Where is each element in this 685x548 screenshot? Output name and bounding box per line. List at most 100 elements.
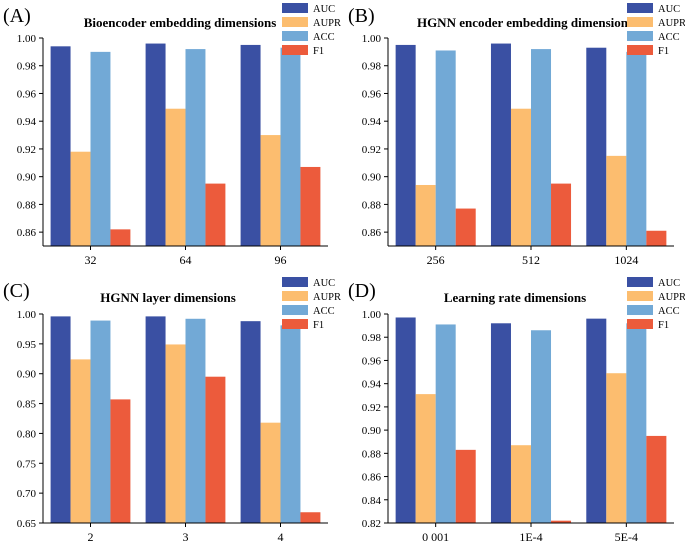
y-tick-label: 1.00 xyxy=(362,33,382,45)
bar-acc-512 xyxy=(531,49,552,247)
bar-acc-1E-4 xyxy=(531,330,552,523)
bar-aupr-64 xyxy=(165,108,186,246)
panel-label: (B) xyxy=(348,5,375,27)
bar-f1-3 xyxy=(205,376,226,523)
bar-aupr-1E-4 xyxy=(510,445,531,523)
legend-swatch-f1 xyxy=(282,319,308,329)
legend-label-auc: AUC xyxy=(658,278,680,289)
x-tick-label: 64 xyxy=(180,253,192,267)
bar-aupr-4 xyxy=(260,422,281,523)
y-tick-label: 0.75 xyxy=(17,458,37,470)
bar-acc-2 xyxy=(90,320,111,523)
y-tick-label: 0.98 xyxy=(362,61,382,73)
bar-f1-5E-4 xyxy=(646,435,667,523)
y-tick-label: 0.88 xyxy=(17,199,37,211)
x-tick-label: 512 xyxy=(522,253,540,267)
chart-title: Bioencoder embedding dimensions xyxy=(84,15,277,30)
legend-label-f1: F1 xyxy=(313,320,324,331)
legend-label-auc: AUC xyxy=(313,4,335,15)
bar-aupr-96 xyxy=(260,135,281,246)
bar-auc-3 xyxy=(145,316,166,523)
y-tick-label: 0.86 xyxy=(362,472,382,484)
legend-swatch-auc xyxy=(627,3,653,13)
y-tick-label: 0.90 xyxy=(362,172,382,184)
bar-f1-1024 xyxy=(646,230,667,246)
bar-auc-1E-4 xyxy=(490,323,511,523)
y-tick-label: 0.94 xyxy=(362,116,382,128)
panel-label: (C) xyxy=(3,280,30,302)
x-tick-label: 32 xyxy=(85,253,97,267)
legend-swatch-acc xyxy=(627,305,653,315)
legend: AUC AUPR ACC F1 xyxy=(627,3,685,57)
bar-aupr-0-001 xyxy=(415,394,436,523)
bar-f1-64 xyxy=(205,183,226,246)
legend-label-aupr: AUPR xyxy=(313,18,341,29)
legend-label-acc: ACC xyxy=(313,306,335,317)
bar-acc-0-001 xyxy=(435,324,456,523)
bar-f1-512 xyxy=(551,183,572,246)
y-tick-label: 0.98 xyxy=(362,332,382,344)
legend: AUC AUPR ACC F1 xyxy=(282,277,341,331)
y-tick-label: 1.00 xyxy=(17,33,37,45)
chart-panel-2: (B) HGNN encoder embedding dimensions 256 5… xyxy=(348,3,685,267)
y-tick-label: 0.88 xyxy=(362,448,382,460)
bar-aupr-3 xyxy=(165,344,186,523)
bar-auc-256 xyxy=(395,44,416,247)
legend-label-aupr: AUPR xyxy=(313,292,341,303)
legend-swatch-acc xyxy=(282,305,308,315)
legend-swatch-acc xyxy=(282,31,308,41)
legend-label-aupr: AUPR xyxy=(658,292,685,303)
legend-swatch-aupr xyxy=(282,17,308,27)
y-tick-label: 0.90 xyxy=(17,172,37,184)
bar-aupr-1024 xyxy=(606,155,627,246)
chart-panel-4: (D) Learning rate dimensions 0 001 1E-4 5E-4… xyxy=(348,277,685,544)
legend-swatch-aupr xyxy=(627,17,653,27)
legend-label-auc: AUC xyxy=(658,4,680,15)
x-tick-label: 1024 xyxy=(614,253,638,267)
y-tick-label: 1.00 xyxy=(362,309,382,321)
bar-f1-96 xyxy=(300,166,321,246)
bar-acc-32 xyxy=(90,51,111,247)
legend-label-f1: F1 xyxy=(313,46,324,57)
bar-acc-3 xyxy=(185,318,206,523)
legend-swatch-f1 xyxy=(627,319,653,329)
y-tick-label: 0.96 xyxy=(362,88,382,100)
y-tick-label: 0.96 xyxy=(17,88,37,100)
legend-swatch-auc xyxy=(627,277,653,287)
bar-f1-4 xyxy=(300,512,321,523)
bar-auc-1024 xyxy=(586,47,607,247)
chart-title: Learning rate dimensions xyxy=(444,290,586,305)
panel-label: (A) xyxy=(3,5,31,27)
x-tick-label: 96 xyxy=(275,253,287,267)
y-tick-label: 0.80 xyxy=(17,428,37,440)
y-tick-label: 1.00 xyxy=(17,309,37,321)
legend-swatch-auc xyxy=(282,277,308,287)
legend-label-f1: F1 xyxy=(658,320,669,331)
legend-swatch-aupr xyxy=(282,291,308,301)
bar-auc-96 xyxy=(240,44,261,247)
bar-auc-2 xyxy=(50,316,71,523)
legend-label-aupr: AUPR xyxy=(658,18,685,29)
bar-f1-32 xyxy=(110,229,131,246)
chart-panel-3: (C) HGNN layer dimensions 2 3 4 0.65 0.70 0.75 0… xyxy=(3,277,341,544)
bar-auc-4 xyxy=(240,321,261,523)
bar-aupr-2 xyxy=(70,359,91,523)
legend-label-auc: AUC xyxy=(313,278,335,289)
bar-auc-0-001 xyxy=(395,317,416,523)
y-tick-label: 0.70 xyxy=(17,488,37,500)
y-tick-label: 0.86 xyxy=(17,227,37,239)
chart-panel-1: (A) Bioencoder embedding dimensions 32 64 96… xyxy=(3,3,341,267)
chart-title: HGNN encoder embedding dimensions xyxy=(417,15,633,30)
x-tick-label: 4 xyxy=(278,530,284,544)
bar-auc-5E-4 xyxy=(586,318,607,523)
legend-label-acc: ACC xyxy=(658,306,680,317)
bar-f1-2 xyxy=(110,399,131,523)
y-tick-label: 0.94 xyxy=(17,116,37,128)
legend-swatch-auc xyxy=(282,3,308,13)
y-tick-label: 0.92 xyxy=(362,402,381,414)
y-tick-label: 0.92 xyxy=(362,144,381,156)
x-tick-label: 5E-4 xyxy=(615,530,638,544)
x-tick-label: 3 xyxy=(183,530,189,544)
y-tick-label: 0.96 xyxy=(362,355,382,367)
bar-aupr-32 xyxy=(70,151,91,246)
